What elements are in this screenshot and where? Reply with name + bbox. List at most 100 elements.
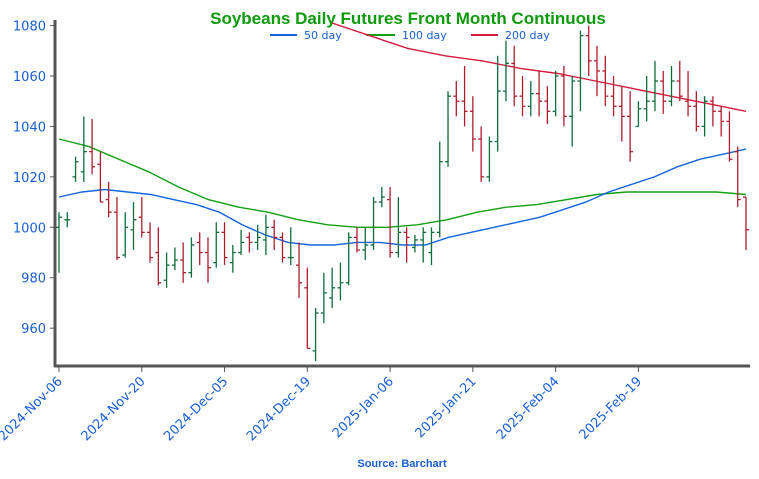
y-tick-label: 1080	[13, 20, 46, 35]
ohlc-bar	[544, 86, 551, 124]
price-bars	[56, 25, 749, 361]
x-axis-ticks: 2024-Nov-06 2024-Nov-20 2024-Dec-05 2024-De…	[0, 366, 645, 444]
ohlc-bar	[163, 252, 170, 288]
ohlc-bar	[445, 91, 452, 167]
ohlc-bar	[602, 55, 609, 107]
y-tick-label: 1000	[13, 221, 46, 236]
x-tick-label: 2025-Jan-06	[330, 374, 397, 441]
ohlc-bar	[511, 45, 518, 107]
ohlc-bar	[527, 81, 534, 117]
ohlc-bar	[494, 55, 501, 152]
ohlc-bar	[171, 247, 178, 271]
moving-average-lines	[58, 22, 747, 246]
ohlc-bar	[262, 214, 269, 256]
ohlc-bar	[569, 76, 576, 147]
ohlc-bar	[486, 136, 493, 182]
y-tick-label: 1040	[13, 120, 46, 135]
ohlc-bar	[676, 60, 683, 102]
ohlc-bar	[64, 212, 71, 228]
ohlc-bar	[411, 234, 418, 253]
ma-50-day-line	[58, 148, 747, 246]
ohlc-bar	[519, 76, 526, 117]
ohlc-bar	[594, 45, 601, 97]
ohlc-bar	[395, 197, 402, 258]
x-tick-label: 2024-Dec-19	[244, 374, 314, 444]
ohlc-bar	[693, 91, 700, 132]
ohlc-bar	[428, 227, 435, 266]
ohlc-bar	[718, 106, 725, 137]
ohlc-bar	[155, 227, 162, 286]
ohlc-bar	[461, 65, 468, 127]
ohlc-bar	[72, 156, 79, 182]
legend-label-50-day: 50 day	[304, 29, 342, 42]
ohlc-bar	[536, 70, 543, 117]
ohlc-bar	[304, 267, 311, 349]
ohlc-bar	[685, 70, 692, 117]
ohlc-bar	[271, 219, 278, 250]
ohlc-bar	[420, 227, 427, 263]
x-tick-label: 2025-Jan-21	[413, 374, 480, 441]
ohlc-bar	[196, 232, 203, 266]
legend: 50 day 100 day 200 day	[270, 29, 550, 42]
ohlc-bar	[453, 81, 460, 117]
ohlc-bar	[643, 76, 650, 122]
ohlc-bar	[370, 197, 377, 250]
ma-200-day-line	[331, 22, 747, 112]
y-tick-label: 1060	[13, 70, 46, 85]
x-tick-label: 2024-Dec-05	[161, 374, 231, 444]
ohlc-bar	[734, 146, 741, 208]
ohlc-bar	[122, 212, 129, 258]
ohlc-bar	[113, 197, 120, 261]
ohlc-bar	[296, 242, 303, 298]
ohlc-bar	[403, 227, 410, 263]
ohlc-bar	[478, 126, 485, 182]
ohlc-bar	[213, 222, 220, 268]
ohlc-bar	[585, 25, 592, 76]
ohlc-bar	[329, 267, 336, 308]
ohlc-bar	[287, 227, 294, 266]
ohlc-bar	[80, 116, 87, 182]
ohlc-bar	[651, 60, 658, 112]
x-tick-label: 2025-Feb-19	[577, 374, 646, 443]
ohlc-bar	[204, 237, 211, 283]
ohlc-bar	[502, 40, 509, 102]
x-tick-label: 2025-Feb-04	[494, 374, 563, 443]
source-note: Source: Barchart	[357, 458, 447, 470]
ohlc-bar	[56, 212, 62, 273]
ma-100-day-line	[58, 138, 747, 229]
ohlc-bar	[312, 308, 319, 361]
ohlc-bar	[362, 227, 369, 261]
ohlc-bar	[246, 232, 253, 253]
ohlc-bar	[320, 272, 327, 324]
ohlc-bar	[618, 86, 625, 142]
ohlc-bar	[147, 222, 154, 263]
ohlc-bar	[660, 70, 667, 114]
ohlc-bar	[560, 65, 567, 127]
ohlc-bar	[254, 224, 261, 250]
ohlc-bar	[238, 229, 245, 256]
ohlc-bar	[552, 70, 559, 117]
ohlc-bar	[97, 151, 104, 203]
ohlc-bar	[387, 186, 394, 258]
ohlc-bar	[743, 196, 749, 250]
ohlc-bar	[469, 96, 476, 152]
ohlc-bar	[345, 232, 352, 286]
ohlc-bar	[130, 202, 137, 250]
ohlc-bar	[221, 222, 228, 266]
ohlc-bar	[279, 232, 286, 263]
legend-label-200-day: 200 day	[505, 29, 550, 42]
chart-title: Soybeans Daily Futures Front Month Conti…	[210, 9, 606, 28]
ohlc-bar	[138, 197, 145, 238]
ohlc-bar	[701, 96, 708, 137]
y-axis-ticks: 960 980 1000 1020 1040 1060 1080	[13, 20, 55, 337]
ohlc-bar	[89, 118, 96, 175]
ohlc-bar	[436, 141, 443, 238]
ohlc-bar	[668, 65, 675, 107]
y-tick-label: 1020	[13, 171, 46, 186]
ohlc-bar	[627, 91, 634, 162]
ohlc-bar	[709, 96, 716, 127]
y-tick-label: 960	[21, 322, 46, 337]
ohlc-bar	[610, 76, 617, 117]
ohlc-bar	[353, 227, 360, 253]
